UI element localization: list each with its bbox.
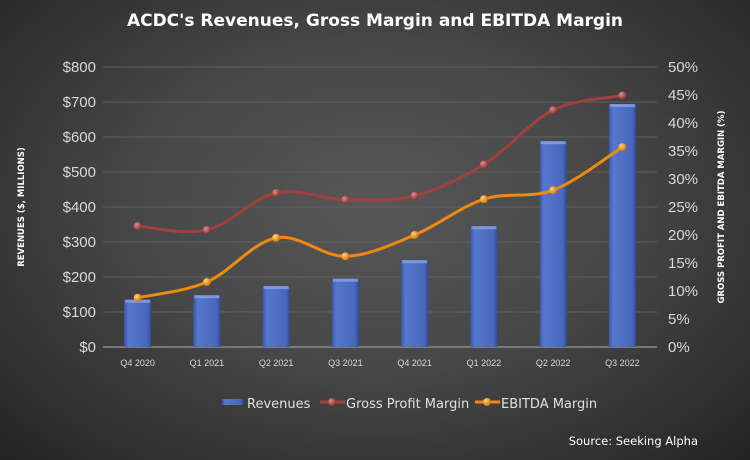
y2-tick-label: 50% — [668, 59, 698, 76]
y-axis-label: REVENUES ($, MILLIONS) — [17, 147, 27, 267]
gross-profit-margin-point — [618, 91, 627, 100]
y-tick-label: $800 — [63, 59, 96, 76]
y-tick-label: $600 — [63, 129, 96, 146]
y-axis-right: 0% 5% 10% 15% 20% 25% 30% 35% 40% 45% 50% — [668, 59, 698, 356]
y2-tick-label: 35% — [668, 143, 698, 160]
ebitda-margin-point — [549, 186, 558, 195]
legend-ebitda-marker — [483, 398, 491, 406]
ebitda-margin-point — [410, 231, 419, 239]
y2-tick-label: 45% — [668, 87, 698, 104]
gross-profit-margin-point — [549, 106, 558, 115]
gross-profit-margin-point — [202, 225, 211, 234]
bar-highlight — [471, 226, 497, 230]
gross-profit-margin-point — [133, 222, 142, 231]
y-tick-label: $300 — [63, 234, 96, 251]
y2-tick-label: 30% — [668, 171, 698, 188]
bar-highlight — [402, 260, 428, 264]
y-tick-label: $700 — [63, 94, 96, 111]
bar-revenues — [539, 141, 567, 347]
y2-tick-label: 25% — [668, 199, 698, 216]
chart-title: ACDC's Revenues, Gross Margin and EBITDA… — [127, 11, 623, 31]
bar-highlight — [194, 295, 220, 299]
y-tick-label: $0 — [79, 339, 96, 356]
y-axis-left: $0 $100 $200 $300 $400 $500 $600 $700 $800 — [63, 59, 96, 356]
ebitda-margin-point — [133, 293, 142, 302]
bar-revenues — [331, 278, 359, 347]
x-axis: Q4 2020 Q1 2021 Q2 2021 Q3 2021 Q4 2021 Q1 20… — [120, 358, 639, 368]
bar-revenues — [608, 104, 636, 347]
gross-profit-margin-point — [341, 195, 350, 204]
x-tick-label: Q2 2022 — [536, 358, 571, 368]
y-tick-label: $400 — [63, 199, 96, 216]
gridlines — [103, 66, 657, 348]
y2-axis-label: GROSS PROFIT AND EBITDA MARGIN (%) — [717, 110, 727, 303]
bar-highlight — [263, 286, 289, 290]
legend-ebitda-label: EBITDA Margin — [501, 397, 597, 412]
ebitda-margin-point — [341, 252, 350, 261]
legend-gpm-marker — [328, 398, 336, 406]
y2-tick-label: 5% — [668, 311, 690, 328]
legend: Revenues Gross Profit Margin EBITDA Marg… — [222, 397, 597, 412]
gross-profit-margin-point — [272, 189, 281, 197]
gross-profit-margin-point — [479, 160, 488, 169]
ebitda-margin-point — [272, 233, 281, 242]
x-tick-label: Q4 2021 — [397, 358, 432, 368]
y2-tick-label: 15% — [668, 255, 698, 272]
y-tick-label: $200 — [63, 269, 96, 286]
x-tick-label: Q3 2021 — [328, 358, 363, 368]
y-tick-label: $500 — [63, 164, 96, 181]
y2-tick-label: 0% — [668, 339, 690, 356]
bar-highlight — [609, 104, 635, 108]
legend-gpm-label: Gross Profit Margin — [346, 397, 469, 412]
legend-revenues-label: Revenues — [247, 397, 311, 412]
x-tick-label: Q2 2021 — [259, 358, 294, 368]
source-note: Source: Seeking Alpha — [569, 434, 698, 448]
bar-revenues — [470, 226, 498, 347]
bar-revenues — [262, 286, 290, 347]
gross-profit-margin-line — [137, 94, 623, 234]
ebitda-margin-point — [202, 278, 211, 287]
bar-revenues — [124, 299, 152, 347]
y-tick-label: $100 — [63, 304, 96, 321]
bar-highlight — [540, 141, 566, 145]
margin-lines — [133, 91, 627, 302]
revenue-bars — [124, 104, 636, 347]
x-tick-label: Q4 2020 — [120, 358, 155, 368]
x-tick-label: Q3 2022 — [605, 358, 640, 368]
y2-tick-label: 20% — [668, 227, 698, 244]
bar-revenues — [401, 260, 429, 347]
legend-revenues-swatch — [222, 399, 243, 405]
x-tick-label: Q1 2022 — [467, 358, 502, 368]
y2-tick-label: 40% — [668, 115, 698, 132]
ebitda-margin-point — [479, 195, 488, 204]
gross-profit-margin-point — [410, 191, 419, 200]
x-tick-label: Q1 2021 — [190, 358, 225, 368]
ebitda-margin-point — [618, 143, 627, 152]
y2-tick-label: 10% — [668, 283, 698, 300]
bar-revenues — [193, 295, 221, 347]
bar-highlight — [332, 278, 358, 282]
